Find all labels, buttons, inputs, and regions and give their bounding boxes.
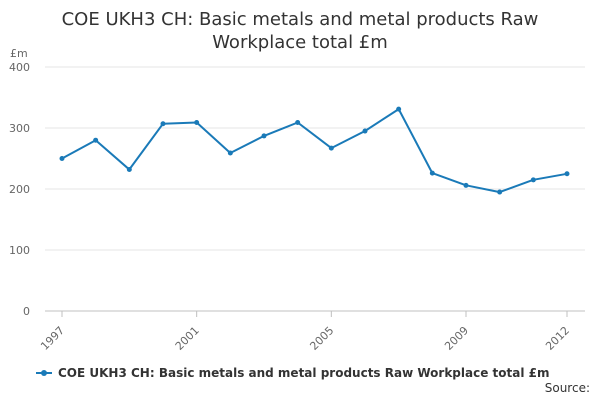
data-point-1999	[126, 166, 132, 172]
data-point-2001	[194, 120, 200, 126]
data-point-1997	[59, 156, 65, 161]
data-point-2007	[396, 106, 402, 112]
y-tick-label-200: 200	[9, 183, 30, 196]
y-unit-label: £m	[10, 47, 28, 60]
data-point-2012	[564, 171, 570, 177]
x-tick-label-2005: 2005	[307, 324, 336, 353]
legend[interactable]: COE UKH3 CH: Basic metals and metal prod…	[36, 366, 550, 380]
legend-swatch-icon	[36, 368, 52, 378]
y-tick-label-400: 400	[9, 61, 30, 74]
data-point-1998	[93, 137, 99, 143]
data-point-2008	[429, 170, 435, 176]
data-point-2005	[328, 145, 334, 151]
series-layer	[59, 106, 570, 195]
data-point-2002	[227, 150, 233, 156]
data-point-2011	[530, 177, 536, 183]
x-tick-label-2009: 2009	[442, 324, 471, 353]
y-tick-label-300: 300	[9, 122, 30, 135]
axes: £m 0 100 200 300 400 1997 2001 2005 2009 2012	[9, 47, 585, 353]
chart-title-line-1: COE UKH3 CH: Basic metals and metal prod…	[61, 9, 539, 30]
y-tick-label-100: 100	[9, 244, 30, 257]
legend-label: COE UKH3 CH: Basic metals and metal prod…	[58, 366, 550, 380]
data-point-2004	[295, 120, 301, 126]
x-tick-label-2001: 2001	[173, 324, 202, 353]
data-point-2003	[261, 133, 267, 139]
x-tick-label-2012: 2012	[543, 324, 572, 353]
data-point-2009	[463, 182, 469, 188]
chart-title: COE UKH3 CH: Basic metals and metal prod…	[0, 8, 600, 54]
x-tick-label-1997: 1997	[38, 324, 67, 353]
chart-title-line-2: Workplace total £m	[212, 32, 388, 53]
data-point-2006	[362, 128, 368, 134]
data-point-2000	[160, 121, 166, 127]
y-tick-label-0: 0	[23, 305, 30, 318]
source-label: Source:	[544, 381, 590, 395]
series-line-0	[61, 108, 568, 194]
grid-lines	[45, 66, 585, 251]
data-point-2010	[497, 189, 503, 195]
